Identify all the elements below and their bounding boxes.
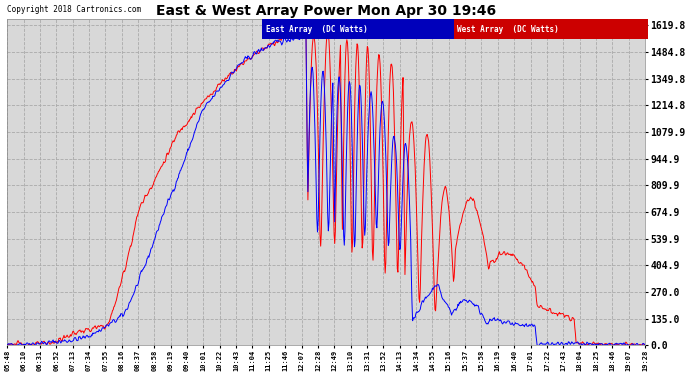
Text: Copyright 2018 Cartronics.com: Copyright 2018 Cartronics.com xyxy=(7,6,141,15)
Text: East Array  (DC Watts): East Array (DC Watts) xyxy=(266,25,367,34)
FancyBboxPatch shape xyxy=(262,20,453,39)
FancyBboxPatch shape xyxy=(453,20,648,39)
Text: West Array  (DC Watts): West Array (DC Watts) xyxy=(457,25,559,34)
Title: East & West Array Power Mon Apr 30 19:46: East & West Array Power Mon Apr 30 19:46 xyxy=(156,4,496,18)
